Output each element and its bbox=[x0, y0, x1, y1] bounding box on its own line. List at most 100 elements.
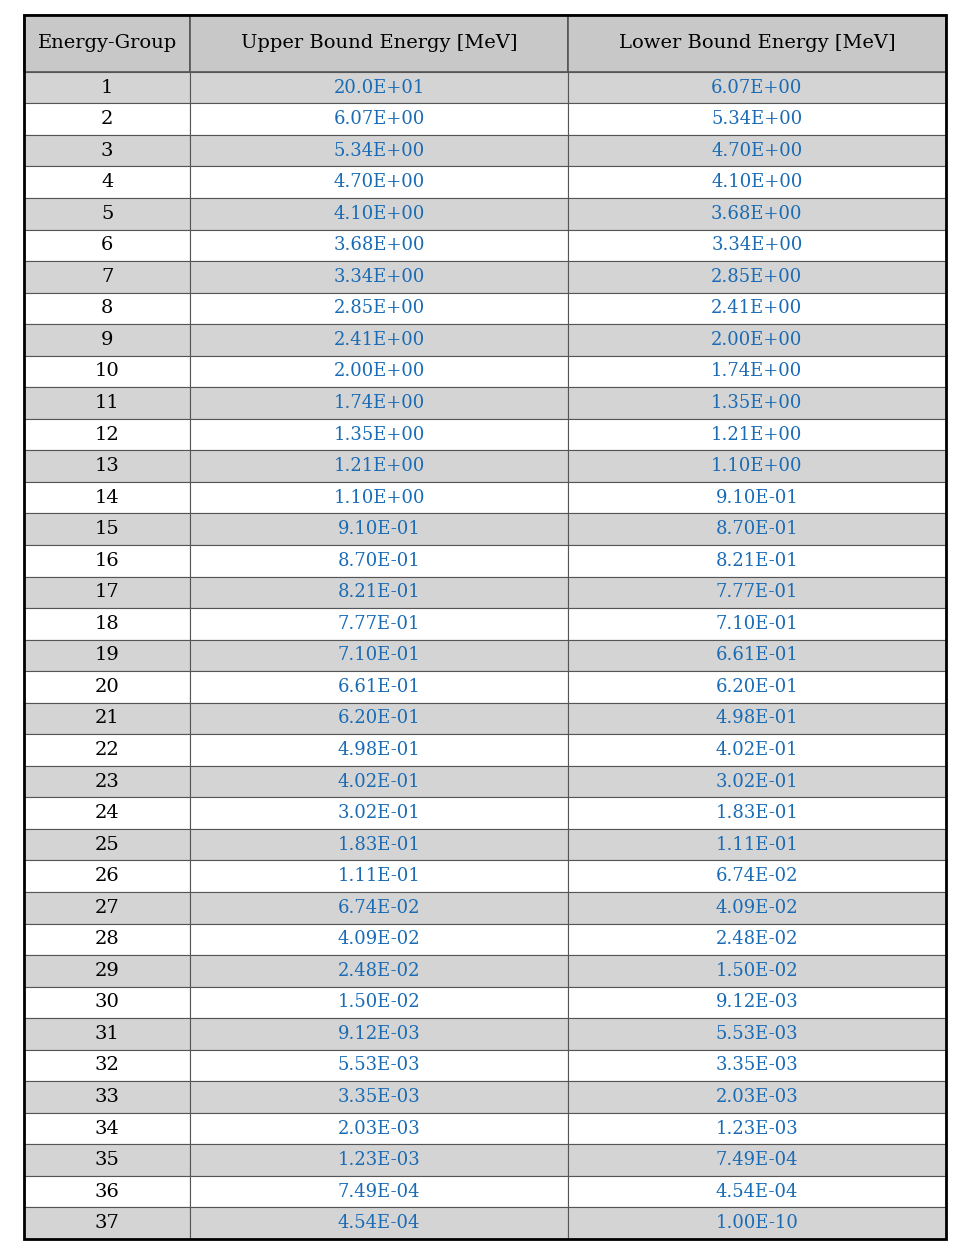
Text: 1.35E+00: 1.35E+00 bbox=[710, 394, 801, 413]
Text: 36: 36 bbox=[95, 1183, 119, 1200]
Text: 2.48E-02: 2.48E-02 bbox=[337, 962, 420, 979]
Bar bbox=[24, 292, 190, 325]
Text: 33: 33 bbox=[95, 1088, 119, 1106]
Bar bbox=[190, 1176, 567, 1208]
Bar bbox=[567, 892, 945, 923]
Text: 3.68E+00: 3.68E+00 bbox=[710, 204, 801, 223]
Text: 1.35E+00: 1.35E+00 bbox=[333, 425, 424, 444]
Text: 4.54E-04: 4.54E-04 bbox=[337, 1214, 420, 1233]
Text: 1.74E+00: 1.74E+00 bbox=[710, 362, 801, 380]
Text: 7.10E-01: 7.10E-01 bbox=[715, 614, 797, 633]
Text: 29: 29 bbox=[95, 962, 119, 979]
Bar bbox=[190, 987, 567, 1018]
Text: 6.07E+00: 6.07E+00 bbox=[710, 79, 801, 97]
Text: 4.54E-04: 4.54E-04 bbox=[715, 1183, 797, 1200]
Text: 2.03E-03: 2.03E-03 bbox=[337, 1120, 420, 1137]
Text: 4.09E-02: 4.09E-02 bbox=[715, 899, 797, 917]
Text: 5.34E+00: 5.34E+00 bbox=[333, 142, 424, 159]
Text: 1.74E+00: 1.74E+00 bbox=[333, 394, 424, 413]
Text: 6.74E-02: 6.74E-02 bbox=[337, 899, 420, 917]
Bar bbox=[567, 608, 945, 640]
Text: 5.53E-03: 5.53E-03 bbox=[715, 1025, 797, 1043]
Bar bbox=[24, 735, 190, 766]
Bar bbox=[567, 103, 945, 135]
Bar bbox=[567, 513, 945, 545]
Text: 5.53E-03: 5.53E-03 bbox=[337, 1056, 420, 1075]
Text: 6.20E-01: 6.20E-01 bbox=[715, 678, 797, 696]
Bar bbox=[24, 923, 190, 956]
Text: 3.68E+00: 3.68E+00 bbox=[333, 236, 424, 255]
Text: 2.85E+00: 2.85E+00 bbox=[333, 300, 424, 317]
Bar bbox=[190, 923, 567, 956]
Bar bbox=[567, 450, 945, 482]
Text: 7.49E-04: 7.49E-04 bbox=[337, 1183, 420, 1200]
Bar bbox=[567, 860, 945, 892]
Bar bbox=[190, 71, 567, 103]
Bar bbox=[567, 640, 945, 671]
Text: 1.11E-01: 1.11E-01 bbox=[715, 835, 797, 854]
Text: 17: 17 bbox=[95, 583, 119, 602]
Bar bbox=[24, 1176, 190, 1208]
Text: 7: 7 bbox=[101, 268, 113, 286]
Text: 4.10E+00: 4.10E+00 bbox=[333, 204, 424, 223]
Bar bbox=[567, 735, 945, 766]
Text: 4.02E-01: 4.02E-01 bbox=[715, 741, 797, 759]
Text: 8.21E-01: 8.21E-01 bbox=[337, 583, 420, 602]
Text: Energy-Group: Energy-Group bbox=[38, 34, 176, 53]
Text: 2.41E+00: 2.41E+00 bbox=[710, 300, 801, 317]
Bar bbox=[190, 1081, 567, 1112]
Bar bbox=[24, 577, 190, 608]
Text: 2: 2 bbox=[101, 110, 113, 128]
Text: 4.70E+00: 4.70E+00 bbox=[333, 173, 424, 191]
Bar bbox=[567, 198, 945, 229]
Text: 19: 19 bbox=[95, 646, 119, 665]
Bar bbox=[567, 1208, 945, 1239]
Bar bbox=[567, 987, 945, 1018]
Text: 3.02E-01: 3.02E-01 bbox=[715, 772, 797, 790]
Bar bbox=[567, 356, 945, 387]
Bar bbox=[190, 671, 567, 702]
Bar bbox=[190, 956, 567, 987]
Text: 7.49E-04: 7.49E-04 bbox=[715, 1151, 797, 1169]
Text: 35: 35 bbox=[95, 1151, 119, 1169]
Bar bbox=[567, 923, 945, 956]
Text: 20.0E+01: 20.0E+01 bbox=[333, 79, 424, 97]
Bar bbox=[24, 987, 190, 1018]
Text: 6.61E-01: 6.61E-01 bbox=[337, 678, 420, 696]
Bar bbox=[190, 103, 567, 135]
Bar bbox=[567, 956, 945, 987]
Bar bbox=[190, 1208, 567, 1239]
Text: 24: 24 bbox=[95, 804, 119, 823]
Text: 18: 18 bbox=[95, 614, 119, 633]
Text: 9: 9 bbox=[101, 331, 113, 349]
Text: 4.09E-02: 4.09E-02 bbox=[337, 930, 420, 948]
Bar bbox=[24, 482, 190, 513]
Text: 34: 34 bbox=[95, 1120, 119, 1137]
Bar bbox=[24, 103, 190, 135]
Bar bbox=[24, 325, 190, 356]
Text: 2.85E+00: 2.85E+00 bbox=[710, 268, 801, 286]
Bar bbox=[190, 356, 567, 387]
Bar bbox=[190, 1050, 567, 1081]
Text: 1.21E+00: 1.21E+00 bbox=[710, 425, 801, 444]
Bar bbox=[190, 766, 567, 798]
Text: 7.77E-01: 7.77E-01 bbox=[715, 583, 797, 602]
Bar bbox=[24, 1081, 190, 1112]
Text: 8.21E-01: 8.21E-01 bbox=[715, 552, 797, 569]
Text: Lower Bound Energy [MeV]: Lower Bound Energy [MeV] bbox=[618, 34, 894, 53]
Text: 8.70E-01: 8.70E-01 bbox=[715, 520, 797, 538]
Text: 9.12E-03: 9.12E-03 bbox=[715, 993, 797, 1012]
Text: 9.10E-01: 9.10E-01 bbox=[337, 520, 420, 538]
Bar bbox=[190, 702, 567, 735]
Bar bbox=[567, 702, 945, 735]
Bar bbox=[567, 229, 945, 261]
Text: 6: 6 bbox=[101, 236, 113, 255]
Bar bbox=[567, 167, 945, 198]
Text: 4.98E-01: 4.98E-01 bbox=[337, 741, 420, 759]
Text: 5.34E+00: 5.34E+00 bbox=[710, 110, 801, 128]
Bar bbox=[24, 1145, 190, 1176]
Text: 3.02E-01: 3.02E-01 bbox=[337, 804, 420, 823]
Bar bbox=[24, 1112, 190, 1145]
Bar bbox=[190, 640, 567, 671]
Text: 9.10E-01: 9.10E-01 bbox=[715, 489, 797, 507]
